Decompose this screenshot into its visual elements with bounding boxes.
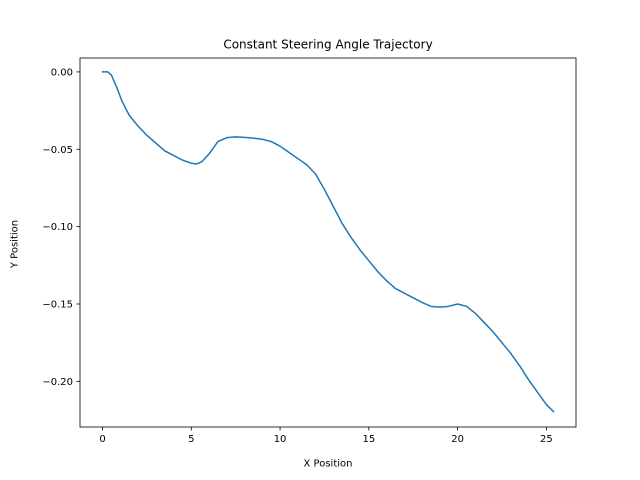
- chart-title: Constant Steering Angle Trajectory: [223, 38, 432, 52]
- y-tick-label: −0.20: [42, 377, 73, 388]
- y-tick-label: 0.00: [51, 67, 73, 78]
- x-tick-label: 10: [274, 434, 287, 445]
- y-tick-label: −0.05: [42, 145, 73, 156]
- y-tick-label: −0.15: [42, 300, 73, 311]
- trajectory-line: [101, 71, 555, 413]
- x-tick-label: 5: [188, 434, 194, 445]
- y-tick-label: −0.10: [42, 222, 73, 233]
- axes-frame: [79, 57, 577, 428]
- x-tick-label: 0: [99, 434, 105, 445]
- x-tick-label: 20: [451, 434, 464, 445]
- x-tick-label: 25: [540, 434, 553, 445]
- x-tick-label: 15: [362, 434, 375, 445]
- y-axis-label: Y Position: [10, 220, 21, 269]
- x-axis-label: X Position: [304, 459, 353, 470]
- plot-area: 0 5 10 15 20 25 0.00 −0.05 −0.10 −0.15 −0.20: [42, 57, 577, 445]
